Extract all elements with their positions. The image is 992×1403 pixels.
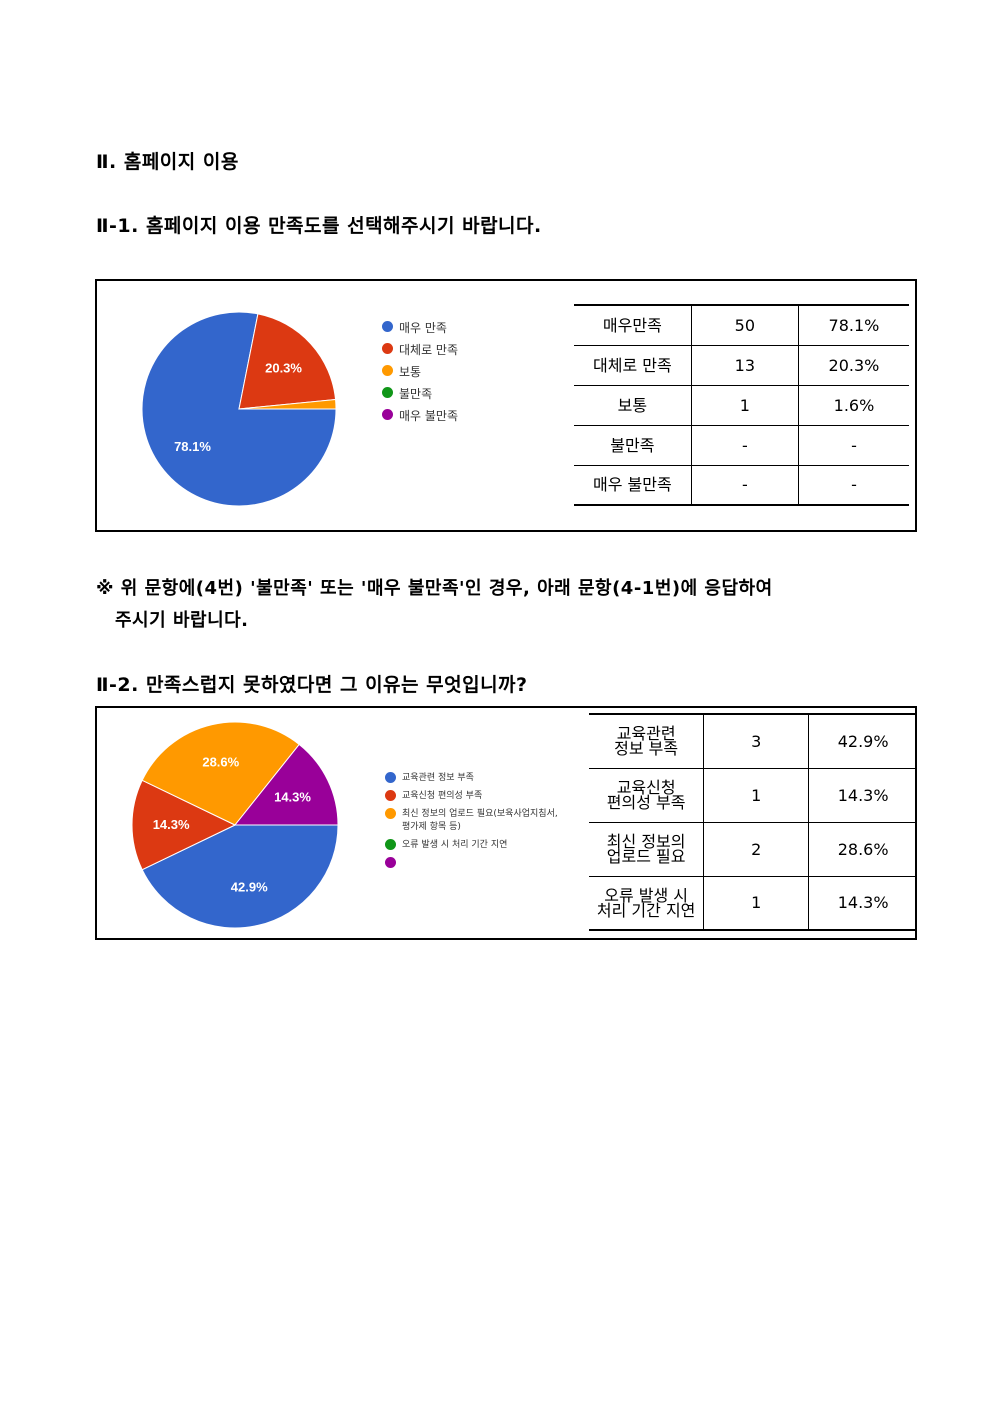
q2-pie-chart: 42.9% 14.3% 28.6% 14.3% (131, 721, 339, 929)
percent-cell: 20.3% (797, 344, 909, 386)
label-cell: 교육신청 편의성 부족 (589, 767, 705, 823)
pie-slice (238, 398, 337, 410)
label-cell: 오류 발생 시 처리 기간 지연 (589, 875, 705, 931)
pie-data-label: 78.1% (174, 439, 211, 454)
legend-label: 매우 불만족 (399, 409, 459, 423)
legend-item (385, 855, 565, 868)
label-cell: 교육관련 정보 부족 (589, 713, 705, 769)
count-cell: 1 (690, 384, 799, 426)
count-cell: 3 (703, 713, 810, 769)
legend-item: 보통 (382, 363, 458, 380)
table-row: 최신 정보의 업로드 필요 2 28.6% (589, 821, 917, 877)
label-cell: 보통 (574, 384, 692, 426)
legend-dot-icon (382, 343, 393, 354)
note-line-2: 주시기 바랍니다. (115, 610, 249, 631)
q1-pie-chart: 78.1% 20.3% (141, 311, 337, 507)
label-cell: 최신 정보의 업로드 필요 (589, 821, 705, 877)
table-row: 불만족 - - (574, 424, 909, 466)
percent-cell: - (797, 424, 909, 466)
legend-dot-icon (382, 387, 393, 398)
legend-item: 매우 만족 (382, 319, 458, 336)
q2-table: 교육관련 정보 부족 3 42.9% 교육신청 편의성 부족 1 14.3% 최신 정보의 … (589, 713, 917, 931)
question-1-title: Ⅱ-1. 홈페이지 이용 만족도를 선택해주시기 바랍니다. (96, 215, 542, 237)
label-cell: 대체로 만족 (574, 344, 692, 386)
legend-label: 교육신청 편의성 부족 (402, 791, 483, 801)
legend-label: 오류 발생 시 처리 기간 지연 (402, 840, 508, 850)
pie-slice (131, 779, 237, 871)
legend-item: 오류 발생 시 처리 기간 지연 (385, 837, 565, 850)
pie-slice (238, 313, 337, 410)
percent-cell: 28.6% (808, 821, 917, 877)
legend-item: 불만족 (382, 385, 458, 402)
legend-item: 대체로 만족 (382, 341, 458, 358)
table-row: 교육관련 정보 부족 3 42.9% (589, 713, 917, 769)
percent-cell: 42.9% (808, 713, 917, 769)
q1-result-box: 78.1% 20.3% 매우 만족 대체로 만족 보통 불만족 매우 불만족 매우만족 50… (95, 279, 917, 532)
pie-data-label: 14.3% (274, 789, 311, 804)
question-2-title: Ⅱ-2. 만족스럽지 못하였다면 그 이유는 무엇입니까? (96, 674, 528, 696)
table-row: 매우 불만족 - - (574, 464, 909, 506)
table-row: 교육신청 편의성 부족 1 14.3% (589, 767, 917, 823)
legend-dot-icon (382, 321, 393, 332)
legend-dot-icon (385, 772, 396, 783)
legend-dot-icon (382, 409, 393, 420)
legend-item: 최신 정보의 업로드 필요(보육사업지침서, 평가제 항목 등) (385, 806, 565, 832)
table-row: 오류 발생 시 처리 기간 지연 1 14.3% (589, 875, 917, 931)
table-row: 대체로 만족 13 20.3% (574, 344, 909, 386)
table-row: 매우만족 50 78.1% (574, 304, 909, 346)
section-title: Ⅱ. 홈페이지 이용 (96, 151, 239, 173)
legend-dot-icon (385, 808, 396, 819)
legend-item: 매우 불만족 (382, 407, 458, 424)
legend-label: 불만족 (399, 387, 433, 401)
legend-label: 대체로 만족 (399, 343, 459, 357)
pie-data-label: 20.3% (265, 361, 302, 376)
legend-label: 매우 만족 (399, 321, 447, 335)
q2-result-box: 42.9% 14.3% 28.6% 14.3% 교육관련 정보 부족 교육신청 편의성 … (95, 706, 917, 940)
label-cell: 불만족 (574, 424, 692, 466)
legend-item: 교육관련 정보 부족 (385, 770, 565, 783)
legend-dot-icon (385, 857, 396, 868)
q1-table: 매우만족 50 78.1% 대체로 만족 13 20.3% 보통 1 1.6% 불만족 - - 매우 불… (574, 304, 909, 506)
percent-cell: - (797, 464, 909, 506)
percent-cell: 14.3% (808, 767, 917, 823)
pie-data-label: 14.3% (153, 817, 190, 832)
legend-label: 보통 (399, 365, 422, 379)
count-cell: 13 (690, 344, 799, 386)
table-row: 보통 1 1.6% (574, 384, 909, 426)
pie-slice (233, 743, 339, 826)
percent-cell: 78.1% (797, 304, 909, 346)
note-line-1: ※ 위 문항에(4번) '불만족' 또는 '매우 불만족'인 경우, 아래 문항… (96, 578, 773, 599)
count-cell: 50 (690, 304, 799, 346)
label-cell: 매우만족 (574, 304, 692, 346)
legend-dot-icon (385, 839, 396, 850)
legend-label: 최신 정보의 업로드 필요(보육사업지침서, 평가제 항목 등) (402, 809, 558, 832)
label-cell: 매우 불만족 (574, 464, 692, 506)
percent-cell: 1.6% (797, 384, 909, 426)
legend-label: 교육관련 정보 부족 (402, 773, 474, 783)
count-cell: 1 (703, 767, 810, 823)
pie-data-label: 28.6% (202, 755, 239, 770)
pie-slice (141, 824, 339, 929)
count-cell: 1 (703, 875, 810, 931)
count-cell: - (690, 464, 799, 506)
legend-dot-icon (382, 365, 393, 376)
percent-cell: 14.3% (808, 875, 917, 931)
pie-slice (141, 721, 300, 826)
count-cell: - (690, 424, 799, 466)
legend-item: 교육신청 편의성 부족 (385, 788, 565, 801)
legend-dot-icon (385, 790, 396, 801)
pie-data-label: 42.9% (231, 879, 268, 894)
count-cell: 2 (703, 821, 810, 877)
